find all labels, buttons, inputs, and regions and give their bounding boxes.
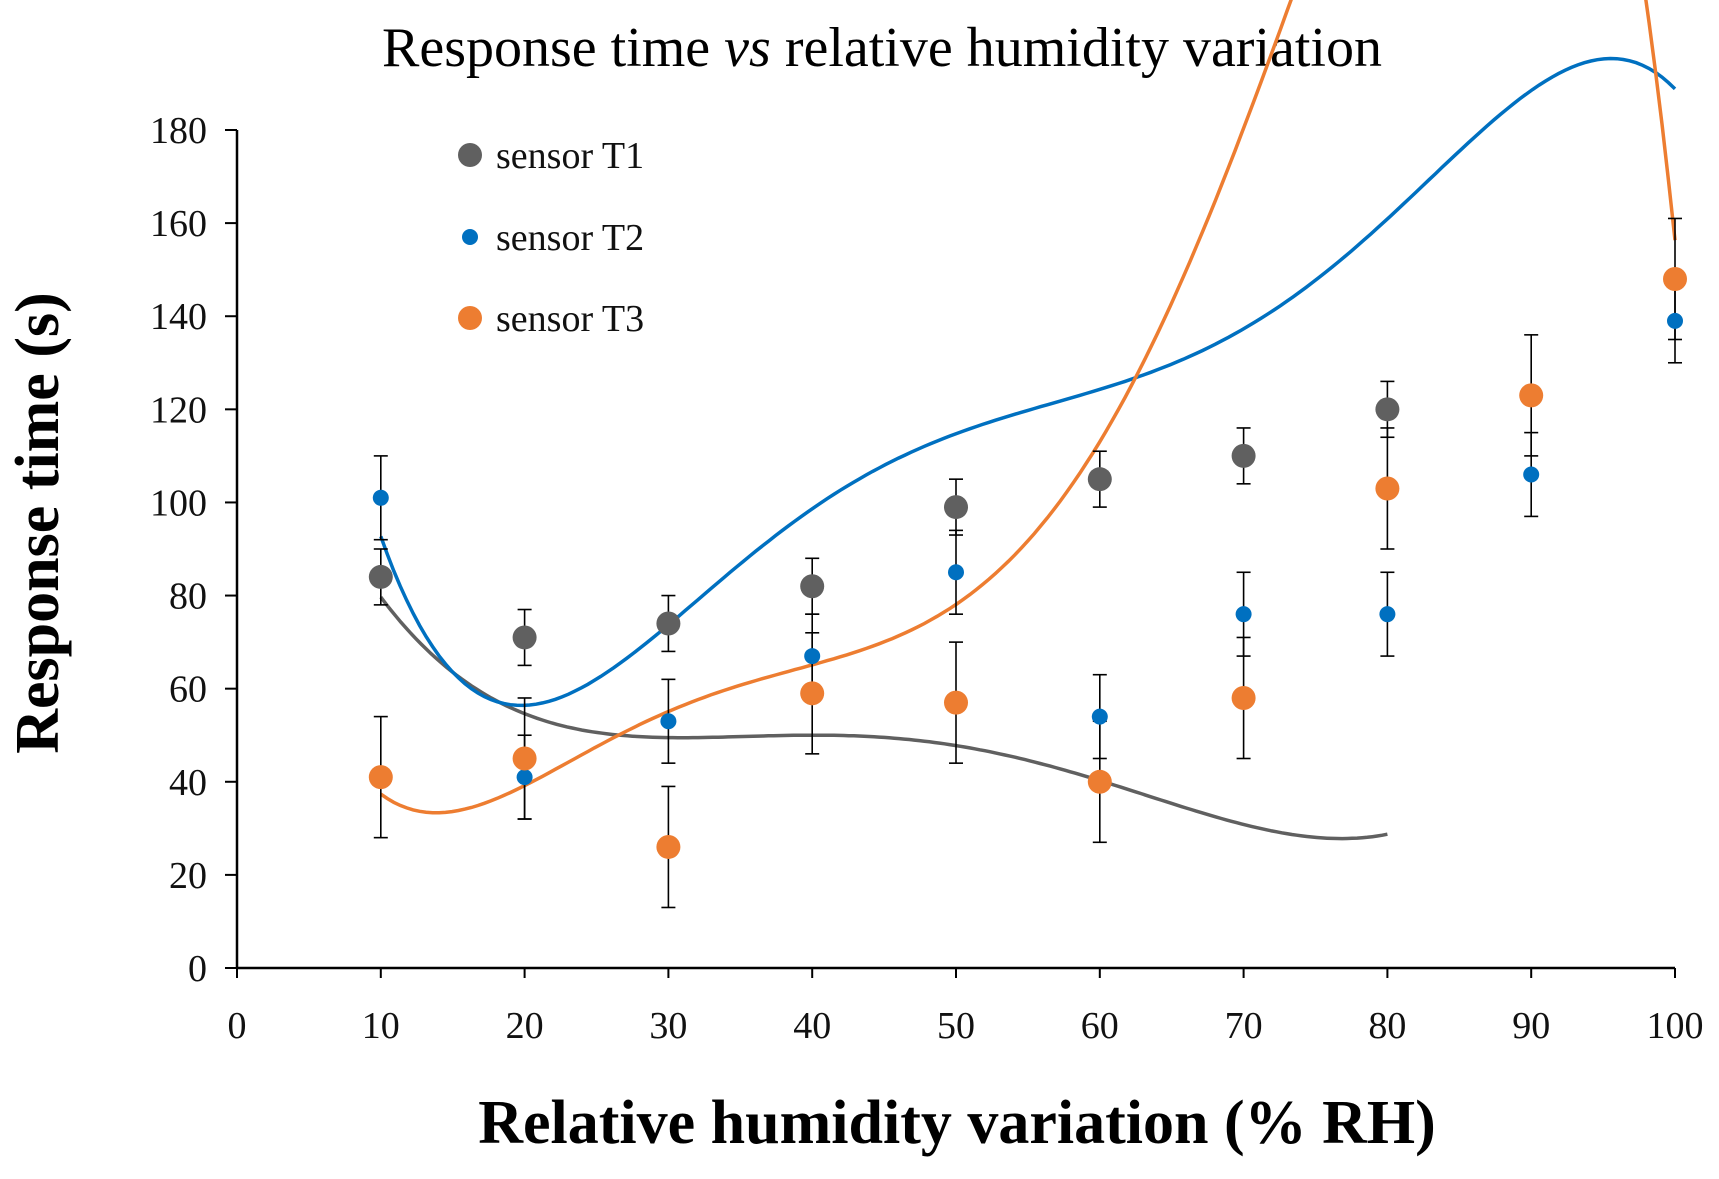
x-tick-label: 20: [506, 1005, 544, 1047]
x-tick-label: 100: [1647, 1005, 1704, 1047]
data-point-sensor-t2: [948, 564, 964, 581]
data-point-sensor-t2: [516, 769, 533, 786]
y-tick-label: 180: [150, 110, 207, 152]
y-tick-label: 60: [169, 669, 207, 711]
title-part-0: Response time: [382, 17, 724, 79]
data-point-sensor-t3: [1375, 476, 1400, 501]
data-point-sensor-t1: [512, 625, 537, 650]
x-tick-label: 50: [937, 1005, 975, 1047]
legend-item: sensor T1: [458, 135, 644, 177]
x-tick-label: 90: [1512, 1005, 1550, 1047]
data-point-sensor-t2: [1523, 466, 1540, 483]
y-tick-label: 140: [150, 296, 207, 338]
axes: [225, 129, 1676, 978]
x-tick-label: 60: [1081, 1005, 1119, 1047]
data-point-sensor-t1: [368, 564, 393, 589]
data-point-sensor-t2: [1235, 606, 1252, 623]
y-tick-label: 160: [150, 203, 207, 245]
y-tick-label: 40: [169, 762, 207, 804]
data-point-sensor-t2: [372, 489, 389, 506]
data-point-sensor-t1: [944, 495, 968, 520]
data-point-sensor-t1: [1087, 467, 1112, 492]
legend-label: sensor T2: [496, 217, 644, 259]
trendline-sensor-t2: [379, 56, 1677, 708]
legend-marker: [458, 143, 482, 167]
legend: sensor T1 sensor T2 sensor T3: [458, 135, 644, 340]
data-point-sensor-t3: [944, 690, 968, 715]
data-point-sensor-t3: [800, 681, 825, 706]
x-tick-label: 40: [793, 1005, 831, 1047]
x-axis-label: Relative humidity variation (% RH): [478, 1089, 1436, 1157]
x-tick-labels: 0 10 20 30 40 50 60 70 80 90 100: [228, 1005, 1704, 1047]
x-tick-label: 30: [649, 1005, 687, 1047]
data-point-sensor-t2: [1667, 312, 1683, 329]
legend-label: sensor T1: [496, 135, 644, 177]
data-point-sensor-t1: [800, 574, 825, 599]
data-point-sensor-t3: [1663, 266, 1687, 291]
y-tick-label: 20: [169, 855, 207, 897]
data-point-sensor-t3: [1231, 685, 1256, 710]
data-point-sensor-t3: [1087, 769, 1112, 794]
y-tick-labels: 0 20 40 60 80 100 120 140 160 180: [150, 110, 207, 990]
y-tick-label: 120: [150, 389, 207, 431]
data-point-sensor-t3: [512, 746, 537, 771]
x-tick-label: 10: [362, 1005, 400, 1047]
data-point-sensor-t2: [1091, 708, 1108, 725]
data-point-sensor-t2: [1379, 606, 1396, 623]
legend-marker: [458, 306, 482, 330]
y-tick-label: 100: [150, 482, 207, 524]
data-point-sensor-t3: [368, 765, 393, 790]
title-part-1: vs: [724, 17, 771, 79]
data-point-sensor-t1: [656, 611, 681, 636]
x-tick-label: 0: [228, 1005, 247, 1047]
data-point-sensor-t3: [1519, 383, 1544, 408]
chart-title: Response time vs relative humidity varia…: [382, 17, 1382, 79]
x-tick-label: 80: [1368, 1005, 1406, 1047]
y-tick-label: 0: [188, 948, 207, 990]
data-point-sensor-t2: [804, 648, 821, 665]
title-part-2: relative humidity variation: [771, 17, 1382, 79]
x-tick-label: 70: [1225, 1005, 1263, 1047]
trendline-sensor-t3: [379, 0, 1677, 815]
legend-item: sensor T2: [462, 217, 644, 259]
data-point-sensor-t2: [660, 713, 677, 730]
data-point-sensor-t1: [1231, 443, 1256, 468]
error-bars: [373, 217, 1682, 909]
legend-marker: [462, 229, 478, 245]
legend-label: sensor T3: [496, 298, 644, 340]
trendline-sensor-t1: [379, 596, 1388, 841]
y-axis-label: Response time (s): [4, 292, 72, 754]
data-points: [368, 266, 1687, 859]
data-point-sensor-t3: [656, 834, 681, 859]
legend-item: sensor T3: [458, 298, 644, 340]
data-point-sensor-t1: [1375, 397, 1400, 422]
y-tick-label: 80: [169, 576, 207, 618]
trendlines: [379, 0, 1677, 841]
